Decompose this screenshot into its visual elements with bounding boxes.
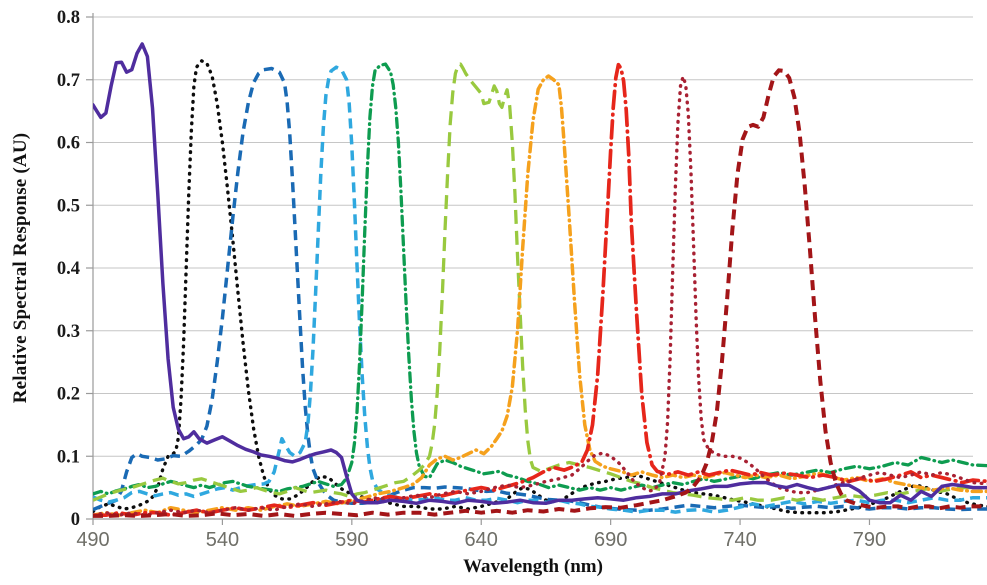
y-tick-label: 0.1 bbox=[57, 447, 80, 467]
series-band-603-nm bbox=[93, 62, 987, 496]
y-tick-label: 0.7 bbox=[57, 71, 80, 91]
y-tick-label: 0.4 bbox=[57, 259, 80, 279]
series-band-500-nm bbox=[93, 42, 987, 506]
series-band-632-nm bbox=[93, 62, 987, 502]
x-tick-label: 640 bbox=[465, 529, 498, 551]
series-band-585-nm bbox=[93, 65, 987, 514]
y-tick-label: 0 bbox=[71, 510, 80, 530]
series-band-693-nm bbox=[93, 62, 987, 518]
x-tick-label: 740 bbox=[723, 529, 756, 551]
x-axis-title: Wavelength (nm) bbox=[463, 556, 603, 577]
x-tick-label: 540 bbox=[206, 529, 239, 551]
x-tick-label: 590 bbox=[335, 529, 368, 551]
series-band-560-nm bbox=[93, 66, 987, 512]
y-tick-label: 0.2 bbox=[57, 385, 80, 405]
y-tick-label: 0.6 bbox=[57, 134, 80, 154]
series-band-665-nm bbox=[93, 74, 987, 517]
y-tick-label: 0.8 bbox=[57, 8, 80, 28]
series-band-715-nm bbox=[93, 74, 987, 517]
x-tick-label: 690 bbox=[594, 529, 627, 551]
x-tick-label: 790 bbox=[853, 529, 886, 551]
y-tick-label: 0.5 bbox=[57, 196, 80, 216]
y-axis-title: Relative Spectral Response (AU) bbox=[10, 132, 31, 404]
series-band-530-nm bbox=[93, 59, 987, 515]
y-tick-label: 0.3 bbox=[57, 322, 80, 342]
series-band-753-nm bbox=[93, 68, 987, 518]
x-tick-label: 490 bbox=[76, 529, 109, 551]
